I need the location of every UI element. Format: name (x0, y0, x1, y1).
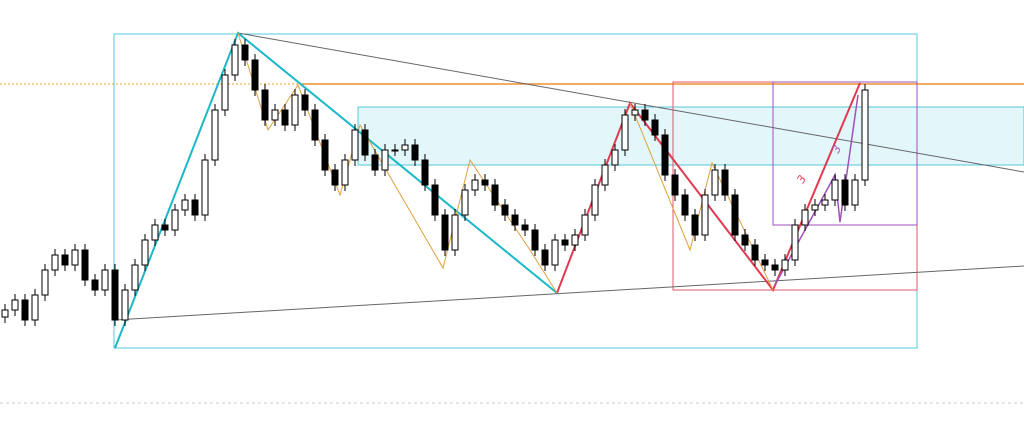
candle-body (631, 109, 639, 116)
candle-body (351, 129, 359, 161)
candle-body (611, 149, 619, 166)
candle-body (301, 94, 309, 111)
candle-body (281, 109, 289, 126)
candle-body (141, 239, 149, 266)
candle-body (731, 194, 739, 236)
candle-body (201, 159, 209, 216)
candle-body (171, 209, 179, 231)
candle-body (161, 224, 169, 231)
candle-body (421, 159, 429, 186)
wave-label: 3 (794, 173, 809, 186)
candle-body (291, 94, 299, 126)
candle-body (591, 184, 599, 216)
candle-body (471, 179, 479, 191)
range-box (113, 33, 918, 349)
candle-body (51, 254, 59, 271)
candle-body (431, 184, 439, 216)
candle-body (481, 179, 489, 186)
candle-body (251, 59, 259, 91)
candle-body (401, 144, 409, 151)
candle-body (441, 214, 449, 251)
candle-body (531, 229, 539, 251)
candle-body (811, 204, 819, 211)
candle-body (361, 129, 369, 156)
candle-body (221, 74, 229, 111)
candle-body (101, 269, 109, 291)
candle-body (1, 309, 9, 318)
candle-body (711, 169, 719, 196)
candle-body (391, 149, 399, 152)
trend-line (237, 32, 1024, 173)
candle-body (821, 199, 829, 206)
trend-line (114, 265, 1024, 321)
candle-body (381, 149, 389, 171)
candle-body (151, 224, 159, 241)
candle-body (681, 194, 689, 216)
candle-body (551, 239, 559, 266)
candle-body (621, 114, 629, 151)
candle-body (451, 214, 459, 251)
candle-body (321, 139, 329, 171)
candle-body (851, 179, 859, 206)
candle-body (91, 279, 99, 291)
candle-body (111, 269, 119, 321)
candle-body (691, 214, 699, 236)
candle-body (521, 224, 529, 231)
candle-body (131, 264, 139, 291)
candle-body (581, 214, 589, 236)
candle-body (501, 204, 509, 216)
candle-body (81, 249, 89, 281)
candle-body (641, 109, 649, 121)
candle-body (311, 109, 319, 141)
zigzag (629, 102, 774, 291)
candle-body (31, 294, 39, 321)
candle-body (781, 259, 789, 271)
candle-body (701, 194, 709, 236)
candle-body (181, 199, 189, 211)
candle-body (741, 234, 749, 246)
candle-body (721, 169, 729, 196)
candle-body (801, 209, 809, 226)
candle-body (541, 249, 549, 266)
candle-body (411, 144, 419, 161)
candle-body (671, 174, 679, 196)
candle-body (231, 44, 239, 76)
candle-body (71, 249, 79, 266)
candle-body (211, 109, 219, 161)
candle-body (371, 154, 379, 171)
candle-body (61, 254, 69, 266)
candle-body (761, 259, 769, 266)
candle-body (41, 269, 49, 296)
candle-body (331, 169, 339, 186)
candle-body (791, 224, 799, 261)
candle-body (121, 289, 129, 321)
candle-body (601, 164, 609, 186)
candle-body (341, 159, 349, 186)
candle-body (11, 299, 19, 311)
candle-body (661, 134, 669, 176)
candle-body (831, 179, 839, 201)
candle-body (241, 44, 249, 61)
candle-body (561, 239, 569, 246)
zone (357, 106, 1024, 166)
candle-body (841, 179, 849, 206)
candle-body (21, 299, 29, 321)
candle-body (191, 199, 199, 216)
candle-body (751, 244, 759, 261)
candle-body (651, 119, 659, 136)
candle-body (571, 234, 579, 246)
candle-body (271, 109, 279, 121)
candle-body (511, 214, 519, 226)
candle-body (771, 264, 779, 271)
candle-body (461, 189, 469, 216)
candle-body (261, 89, 269, 121)
candle-body (491, 184, 499, 206)
candle-body (861, 89, 869, 181)
